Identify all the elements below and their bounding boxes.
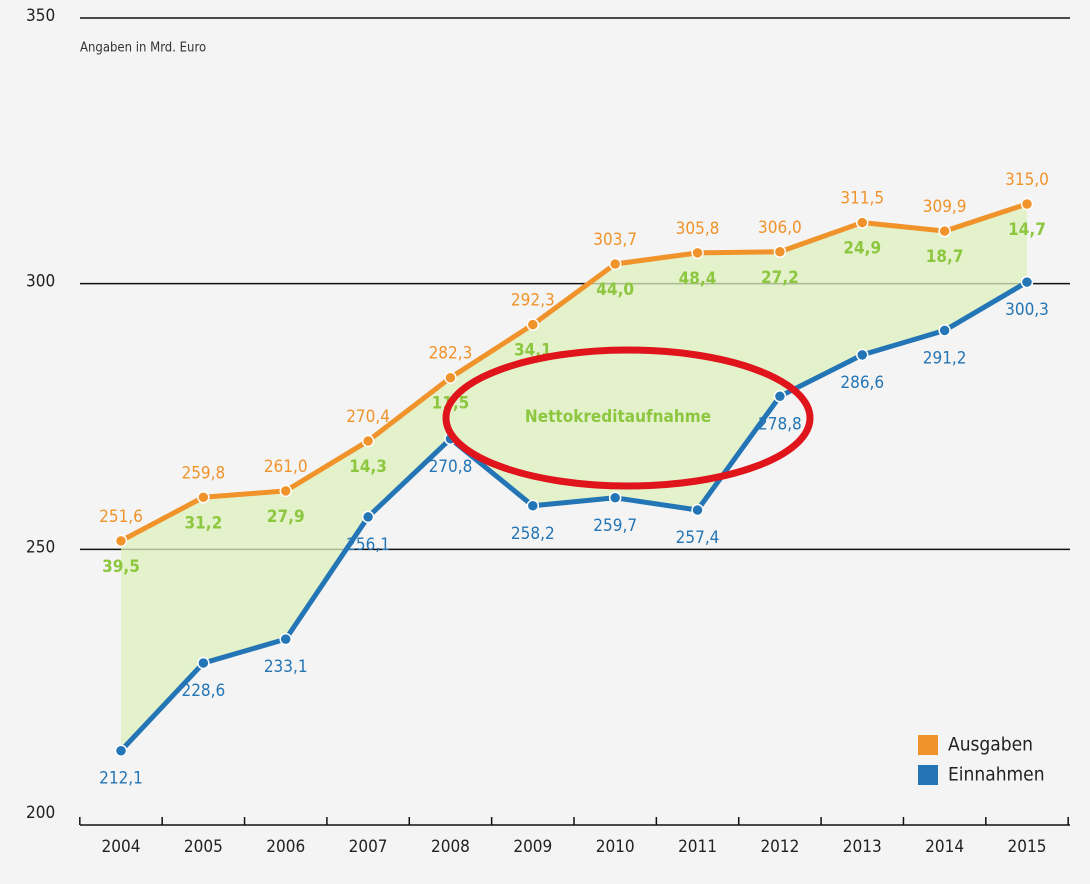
net-credit-label: 14,7 xyxy=(1008,220,1046,240)
net-credit-label: 24,9 xyxy=(843,239,881,259)
value-label: 233,1 xyxy=(264,657,308,677)
value-label: 311,5 xyxy=(840,189,884,209)
point xyxy=(279,632,292,646)
x-tick-label: 2004 xyxy=(102,837,141,857)
annotation: Nettokreditaufnahme xyxy=(525,407,711,427)
value-label: 228,6 xyxy=(181,681,225,701)
point xyxy=(773,390,787,403)
net-credit-label: 44,0 xyxy=(596,280,634,300)
y-tick-label: 300 xyxy=(26,272,55,292)
legend-swatch xyxy=(918,765,938,785)
value-label: 306,0 xyxy=(758,218,802,238)
point xyxy=(1020,197,1034,211)
subtitle: Angaben in Mrd. Euro xyxy=(80,41,206,56)
x-tick-label: 2015 xyxy=(1008,837,1047,857)
value-label: 257,4 xyxy=(676,528,720,548)
value-label: 305,8 xyxy=(676,219,720,239)
highlight-ellipse xyxy=(442,346,814,490)
point xyxy=(526,318,540,331)
value-label: 278,8 xyxy=(758,414,802,434)
value-label: 286,6 xyxy=(840,373,884,393)
line xyxy=(119,201,1028,544)
point xyxy=(773,245,787,259)
legend-swatch xyxy=(918,735,938,755)
point xyxy=(691,503,704,517)
value-label: 256,1 xyxy=(346,535,390,555)
net-credit-label: 18,7 xyxy=(926,247,964,267)
y-tick-label: 250 xyxy=(26,537,55,557)
point xyxy=(114,744,128,757)
point xyxy=(526,499,540,513)
value-label: 315,0 xyxy=(1005,170,1049,190)
value-label: 309,9 xyxy=(923,197,967,217)
point xyxy=(197,491,210,504)
x-tick-label: 2005 xyxy=(184,837,223,857)
point xyxy=(444,371,457,384)
value-label: 292,3 xyxy=(511,291,555,311)
net-credit-area xyxy=(121,203,1027,751)
x-tick-label: 2010 xyxy=(596,837,635,857)
x-tick-label: 2011 xyxy=(678,837,717,857)
net-credit-label: 14,3 xyxy=(349,457,387,477)
value-label: 251,6 xyxy=(99,507,143,527)
point xyxy=(691,246,704,260)
value-label: 258,2 xyxy=(511,524,555,544)
value-label: 303,7 xyxy=(593,230,637,250)
legend-label: Ausgaben xyxy=(948,734,1033,756)
line xyxy=(119,279,1029,753)
y-tick-label: 350 xyxy=(26,6,55,26)
point xyxy=(608,257,622,271)
value-label: 270,4 xyxy=(346,407,390,427)
x-tick-label: 2013 xyxy=(843,837,882,857)
point xyxy=(608,491,622,505)
value-label: 282,3 xyxy=(429,344,473,364)
value-label: 212,1 xyxy=(99,769,143,789)
point xyxy=(856,348,869,362)
legend-label: Einnahmen xyxy=(948,764,1045,786)
value-label: 259,7 xyxy=(593,516,637,536)
x-tick-label: 2006 xyxy=(266,837,305,857)
point xyxy=(938,224,951,238)
net-credit-label: 27,9 xyxy=(267,507,305,527)
value-label: 270,8 xyxy=(429,457,473,477)
x-tick-label: 2009 xyxy=(513,837,552,857)
point xyxy=(361,510,375,524)
net-credit-label: 48,4 xyxy=(679,269,717,289)
point xyxy=(197,656,210,670)
x-tick-label: 2014 xyxy=(925,837,964,857)
point xyxy=(279,484,292,498)
net-credit-label: 27,2 xyxy=(761,268,799,288)
point xyxy=(114,534,128,548)
point xyxy=(361,434,375,448)
point xyxy=(1020,275,1034,289)
x-tick-label: 2007 xyxy=(349,837,388,857)
value-label: 300,3 xyxy=(1005,300,1049,320)
x-tick-label: 2008 xyxy=(431,837,470,857)
x-tick-label: 2012 xyxy=(760,837,799,857)
value-label: 291,2 xyxy=(923,348,967,368)
net-credit-label: 39,5 xyxy=(102,557,140,577)
net-credit-label: 31,2 xyxy=(184,513,222,533)
value-label: 259,8 xyxy=(181,463,225,483)
value-label: 261,0 xyxy=(264,457,308,477)
point xyxy=(856,216,869,229)
point xyxy=(938,324,951,337)
y-tick-label: 200 xyxy=(26,803,55,823)
